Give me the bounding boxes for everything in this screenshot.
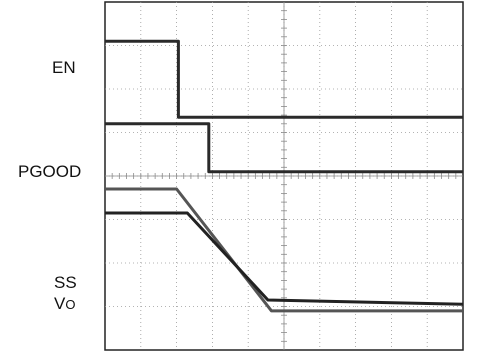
channel-label-vo: VO xyxy=(54,294,75,314)
channel-label-vo-sub: O xyxy=(65,297,76,312)
grid xyxy=(105,2,463,350)
trace-ss xyxy=(105,187,463,313)
trace-vo xyxy=(105,211,464,306)
trace-en xyxy=(105,39,463,119)
traces xyxy=(105,39,464,313)
channel-label-en: EN xyxy=(52,58,76,77)
trace-pgood xyxy=(105,122,463,174)
channel-label-vo-main: V xyxy=(54,294,66,313)
channel-label-pgood: PGOOD xyxy=(18,162,82,181)
channel-label-ss: SS xyxy=(54,273,77,292)
